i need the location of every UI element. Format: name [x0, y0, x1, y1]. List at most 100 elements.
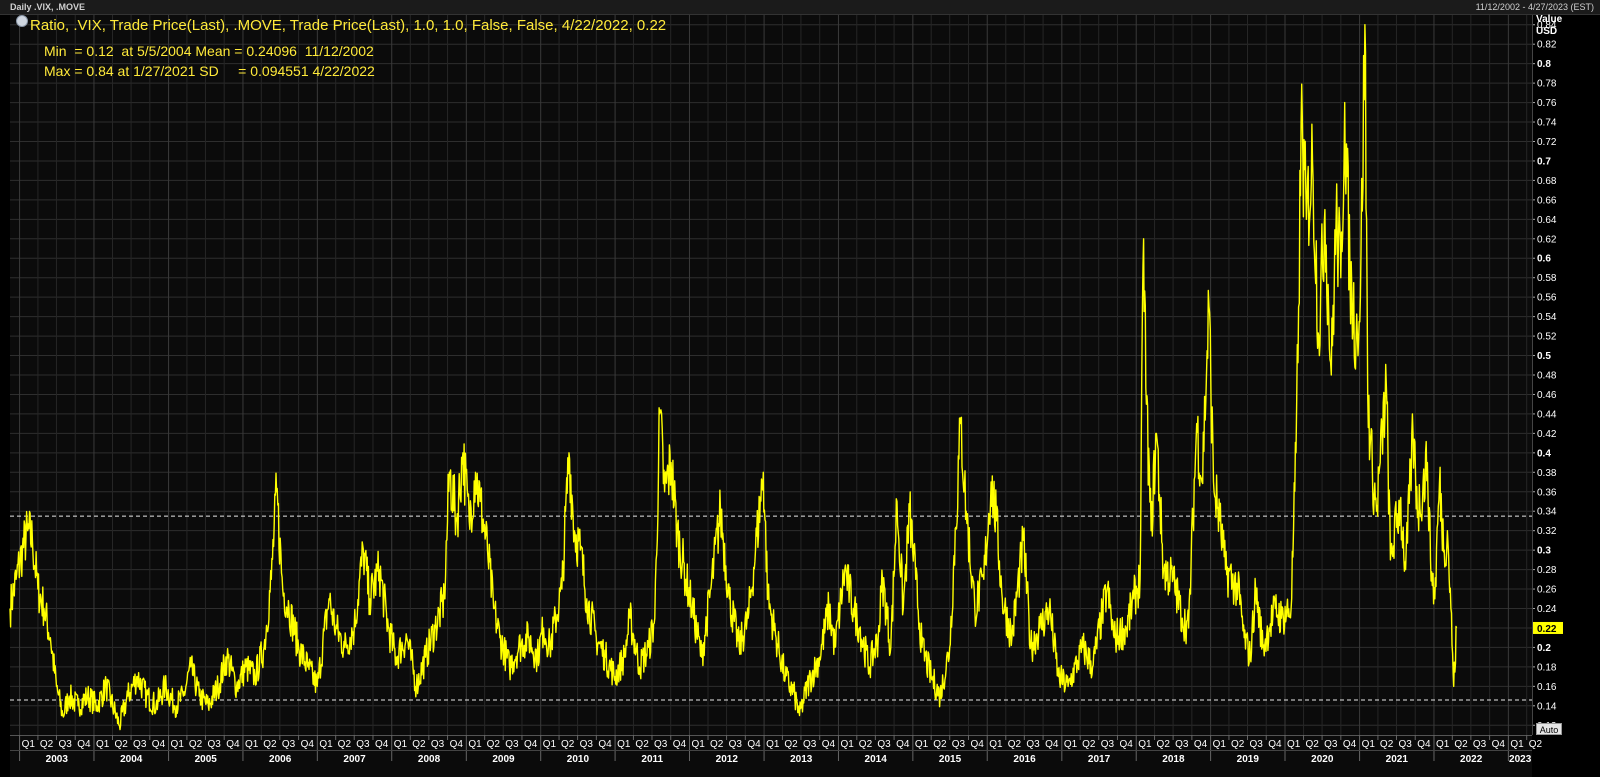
- auto-scale-button[interactable]: Auto: [1536, 723, 1562, 735]
- quarter-label: Q4: [896, 739, 910, 750]
- quarter-label: Q4: [1417, 739, 1431, 750]
- quarter-label: Q2: [710, 739, 724, 750]
- y-tick-label: 0.42: [1537, 429, 1557, 440]
- quarter-label: Q2: [1454, 739, 1468, 750]
- y-tick-label: 0.78: [1537, 79, 1557, 90]
- quarter-label: Q4: [152, 739, 166, 750]
- year-label: 2021: [1386, 754, 1409, 765]
- year-label: 2015: [939, 754, 962, 765]
- quarter-label: Q1: [96, 739, 110, 750]
- quarter-label: Q3: [1026, 739, 1040, 750]
- y-tick-label: 0.5: [1537, 351, 1551, 362]
- quarter-label: Q1: [394, 739, 408, 750]
- year-label: 2012: [716, 754, 739, 765]
- quarter-label: Q3: [803, 739, 817, 750]
- quarter-label: Q3: [207, 739, 221, 750]
- quarter-label: Q1: [617, 739, 631, 750]
- quarter-label: Q3: [952, 739, 966, 750]
- quarter-label: Q4: [1492, 739, 1506, 750]
- quarter-label: Q1: [766, 739, 780, 750]
- quarter-label: Q4: [450, 739, 464, 750]
- quarter-label: Q4: [1119, 739, 1133, 750]
- date-range: 11/12/2002 - 4/27/2023 (EST): [1475, 2, 1594, 12]
- quarter-label: Q4: [673, 739, 687, 750]
- quarter-label: Q3: [58, 739, 72, 750]
- y-tick-label: 0.66: [1537, 195, 1557, 206]
- currency-label: USD: [1536, 26, 1558, 37]
- y-tick-label: 0.54: [1537, 312, 1557, 323]
- quarter-label: Q4: [301, 739, 315, 750]
- quarter-label: Q2: [40, 739, 54, 750]
- quarter-label: Q2: [1082, 739, 1096, 750]
- quarter-label: Q4: [1343, 739, 1357, 750]
- quarter-label: Q2: [263, 739, 277, 750]
- value-axis-header: Value USD: [1536, 14, 1562, 38]
- quarter-label: Q3: [1249, 739, 1263, 750]
- quarter-label: Q2: [859, 739, 873, 750]
- settings-gear-icon[interactable]: [16, 15, 28, 27]
- quarter-label: Q4: [822, 739, 836, 750]
- y-tick-label: 0.76: [1537, 98, 1557, 109]
- quarter-label: Q3: [1175, 739, 1189, 750]
- year-label: 2006: [269, 754, 292, 765]
- legend-label[interactable]: Ratio, .VIX, Trade Price(Last), .MOVE, T…: [30, 17, 667, 34]
- quarter-label: Q4: [598, 739, 612, 750]
- quarter-label: Q3: [431, 739, 445, 750]
- year-label: 2007: [343, 754, 366, 765]
- quarter-label: Q1: [691, 739, 705, 750]
- quarter-label: Q2: [561, 739, 575, 750]
- quarter-label: Q3: [1101, 739, 1115, 750]
- y-tick-label: 0.74: [1537, 118, 1557, 129]
- quarter-label: Q2: [1008, 739, 1022, 750]
- y-tick-label: 0.32: [1537, 526, 1557, 537]
- year-label: 2009: [492, 754, 515, 765]
- quarter-label: Q4: [226, 739, 240, 750]
- quarter-label: Q2: [933, 739, 947, 750]
- y-tick-label: 0.8: [1537, 59, 1551, 70]
- y-tick-label: 0.18: [1537, 662, 1557, 673]
- last-value-label: 0.22: [1537, 624, 1557, 635]
- quarter-label: Q1: [915, 739, 929, 750]
- quarter-label: Q1: [1138, 739, 1152, 750]
- y-tick-label: 0.28: [1537, 565, 1557, 576]
- y-tick-label: 0.2: [1537, 643, 1551, 654]
- y-tick-label: 0.34: [1537, 507, 1557, 518]
- quarter-label: Q4: [970, 739, 984, 750]
- reference-lines: [10, 515, 1532, 701]
- quarter-label: Q1: [1287, 739, 1301, 750]
- quarter-label: Q3: [654, 739, 668, 750]
- quarter-label: Q1: [1213, 739, 1227, 750]
- quarter-label: Q3: [133, 739, 147, 750]
- quarter-label: Q2: [115, 739, 129, 750]
- year-label: 2016: [1013, 754, 1036, 765]
- quarter-label: Q2: [1380, 739, 1394, 750]
- y-tick-label: 0.36: [1537, 487, 1557, 498]
- value-header-label: Value: [1536, 14, 1563, 25]
- y-tick-label: 0.14: [1537, 701, 1557, 712]
- ratio-series-line: [9, 24, 1458, 731]
- y-tick-label: 0.26: [1537, 585, 1557, 596]
- year-label: 2020: [1311, 754, 1334, 765]
- quarter-label: Q4: [77, 739, 91, 750]
- stats-line-2: Max = 0.84 at 1/27/2021 SD = 0.094551 4/…: [44, 63, 375, 79]
- quarter-label: Q1: [468, 739, 482, 750]
- quarter-label: Q1: [989, 739, 1003, 750]
- last-value-box: [1533, 621, 1563, 634]
- year-label: 2018: [1162, 754, 1185, 765]
- y-tick-label: 0.7: [1537, 156, 1551, 167]
- quarter-label: Q1: [245, 739, 259, 750]
- year-label: 2011: [641, 754, 663, 765]
- year-label: 2014: [865, 754, 888, 765]
- y-tick-label: 0.44: [1537, 409, 1557, 420]
- y-tick-label: 0.38: [1537, 468, 1557, 479]
- y-tick-label: 0.62: [1537, 234, 1557, 245]
- quarter-label: Q2: [1157, 739, 1171, 750]
- quarter-label: Q2: [1306, 739, 1320, 750]
- quarter-label: Q1: [1064, 739, 1078, 750]
- y-tick-label: 0.64: [1537, 215, 1557, 226]
- quarter-label: Q1: [1436, 739, 1450, 750]
- quarter-label: Q3: [877, 739, 891, 750]
- y-tick-label: 0.58: [1537, 273, 1557, 284]
- year-label: 2023: [1509, 754, 1532, 765]
